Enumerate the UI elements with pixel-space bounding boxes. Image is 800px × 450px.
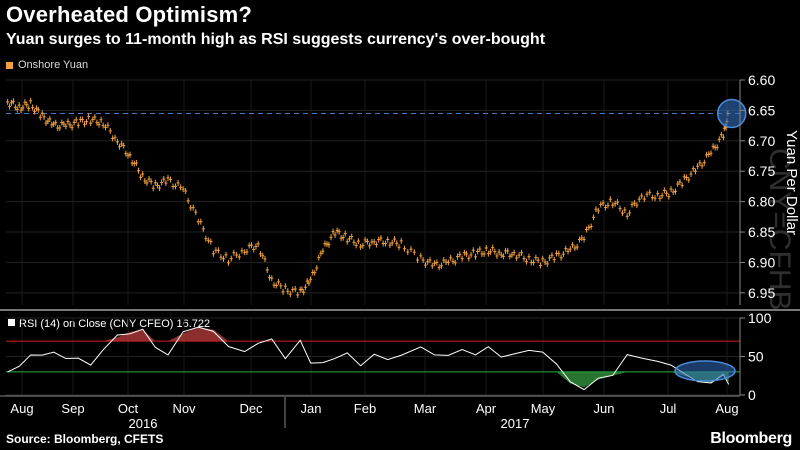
- x-tick-label-month: Jul: [660, 401, 677, 416]
- bloomberg-logo: Bloomberg: [710, 430, 792, 447]
- legend-swatch: [6, 61, 13, 69]
- chart-subtitle: Yuan surges to 11-month high as RSI sugg…: [6, 31, 546, 48]
- price-y-tick-label: 6.95: [748, 285, 775, 301]
- x-tick-label-month: Dec: [239, 401, 263, 416]
- source-note: Source: Bloomberg, CFETS: [6, 432, 164, 446]
- rsi-title: RSI (14) on Close (CNY CFEO) 16.722: [8, 318, 210, 330]
- x-tick-label-month: Jun: [594, 401, 615, 416]
- price-y-tick-label: 6.70: [748, 133, 775, 149]
- rsi-overbought-fill: [7, 327, 729, 342]
- x-tick-label-month: Oct: [118, 401, 139, 416]
- rsi-highlight-circle: [674, 360, 736, 382]
- highlight-circle-top: [716, 98, 747, 129]
- price-y-tick-label: 6.75: [748, 163, 775, 179]
- y-axis-title: Yuan Per Dollar: [783, 130, 800, 235]
- rsi-oversold-fill: [7, 371, 729, 388]
- rsi-fill-areas: [7, 327, 729, 388]
- rsi-line: [7, 326, 730, 391]
- legend-label: Onshore Yuan: [18, 59, 89, 71]
- price-y-tick-label: 6.85: [748, 224, 775, 240]
- price-y-axis: 6.60 6.65 6.70 6.75 6.80 6.85 6.90 6.95: [739, 72, 775, 305]
- rsi-y-tick-label: 100: [748, 310, 772, 326]
- x-year-label: 2016: [129, 416, 158, 431]
- price-y-tick-label: 6.90: [748, 254, 775, 270]
- rsi-y-tick-label: 50: [748, 349, 764, 365]
- price-series: [6, 97, 730, 298]
- rsi-threshold-lines: [6, 340, 740, 373]
- rsi-series: [7, 326, 730, 391]
- price-grid: [6, 79, 740, 305]
- price-y-tick-label: 6.65: [748, 102, 775, 118]
- chart-title: Overheated Optimism?: [6, 2, 253, 27]
- price-y-tick-label: 6.60: [748, 72, 775, 88]
- watermark-text: CNY=CFHB: [763, 148, 796, 311]
- x-year-label: 2017: [501, 416, 530, 431]
- watermark: CNY=CFHB: [763, 148, 796, 311]
- rsi-legend-label: RSI (14) on Close (CNY CFEO) 16.722: [19, 318, 210, 330]
- x-tick-label-month: Feb: [354, 401, 376, 416]
- x-tick-label-month: Apr: [476, 401, 497, 416]
- x-tick-label-month: Jan: [301, 401, 322, 416]
- price-highlight-circle: [716, 98, 747, 129]
- legend: Onshore Yuan: [6, 59, 88, 71]
- x-tick-label-month: Aug: [715, 401, 738, 416]
- x-tick-label-month: Aug: [10, 401, 33, 416]
- rsi-legend-swatch: [8, 319, 15, 326]
- rsi-y-tick-label: 0: [748, 387, 756, 403]
- highlight-circle-rsi: [674, 360, 736, 382]
- x-tick-label-month: Nov: [172, 401, 196, 416]
- rsi-y-axis: 0 50 100: [739, 310, 772, 403]
- price-y-tick-label: 6.80: [748, 194, 775, 210]
- x-axis: Aug Sep Oct Nov Dec Jan Feb Mar Apr May Jun Jul Aug 2…: [0, 395, 740, 431]
- rsi-grid: [6, 317, 740, 396]
- x-tick-label-month: Sep: [61, 401, 84, 416]
- price-y-axis-label: Yuan Per Dollar: [783, 130, 800, 235]
- x-tick-label-month: Mar: [414, 401, 437, 416]
- x-tick-label-month: May: [531, 401, 556, 416]
